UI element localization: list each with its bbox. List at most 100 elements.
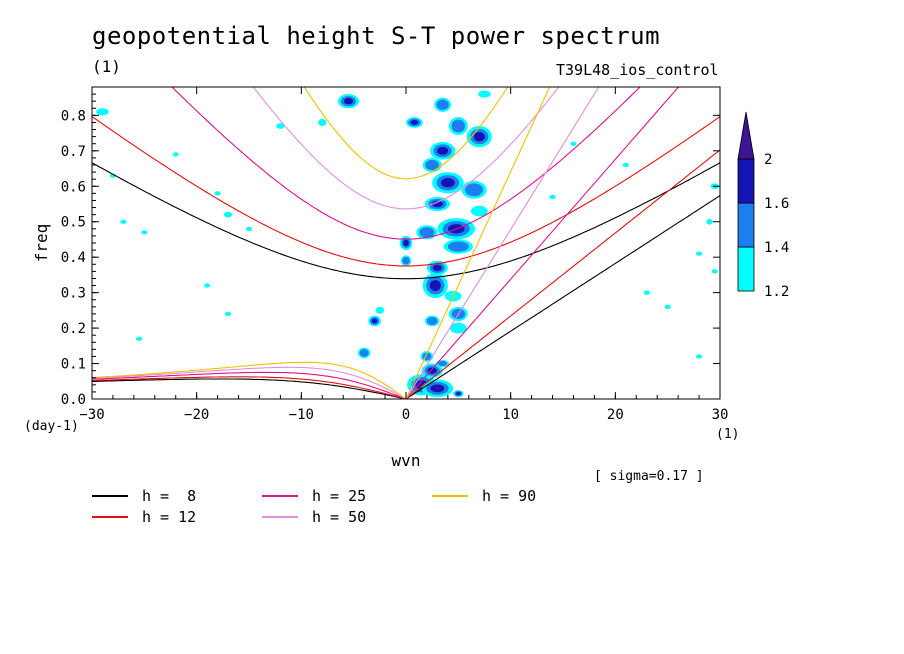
contour-fill-level-2 [371, 318, 378, 324]
dispersion-curve-rossby-h50 [92, 366, 407, 399]
contour-fill-level-0 [478, 90, 491, 98]
power-blob [224, 311, 232, 317]
legend-swatch [432, 495, 468, 497]
contour-fill-level-0 [711, 269, 718, 274]
contour-fill-level-1 [402, 256, 410, 265]
x-unit-label: (1) [716, 427, 739, 442]
contour-fill-level-1 [419, 227, 435, 238]
power-blob [434, 97, 452, 112]
contour-fill-level-0 [141, 230, 148, 235]
x-tick-label: 10 [502, 407, 519, 423]
power-blob [570, 141, 577, 146]
power-blob [400, 255, 412, 267]
power-blob [443, 239, 473, 254]
y-tick-label: 0.0 [61, 392, 86, 408]
dispersion-curve-ig-h25 [171, 87, 641, 240]
dispersion-curve-kelvin-h8 [405, 195, 720, 399]
y-tick-label: 0.7 [61, 144, 86, 160]
power-blob [357, 347, 371, 359]
x-axis-label: wvn [392, 451, 421, 470]
power-blob [695, 354, 703, 359]
power-blob [203, 283, 211, 288]
contour-fill-level-0 [470, 205, 488, 217]
colorbar-segment [737, 246, 755, 292]
dispersion-curve-kelvin-h25 [405, 87, 680, 399]
x-tick-label: 30 [712, 407, 729, 423]
colorbar-arrow [737, 111, 755, 160]
power-blob [711, 269, 718, 274]
contour-fill-level-0 [449, 322, 467, 334]
dispersion-curve-kelvin-h50 [405, 87, 600, 399]
dispersion-curve-ig-h50 [252, 87, 560, 210]
y-tick-label: 0.6 [61, 179, 86, 195]
contour-fill-level-0 [375, 306, 385, 314]
dispersion-curve-ig-h12 [92, 116, 720, 267]
legend-item-h8: h = 8 [92, 487, 196, 505]
colorbar-label: 1.4 [764, 240, 789, 256]
x-tick-label: 20 [607, 407, 624, 423]
colorbar-label: 2 [764, 152, 772, 168]
dispersion-curve-kelvin-h12 [405, 149, 720, 399]
contour-fill-level-2 [343, 98, 354, 105]
contour-fill-level-2 [456, 392, 461, 396]
power-blob [424, 315, 440, 327]
y-tick-label: 0.1 [61, 357, 86, 373]
power-blob [643, 290, 650, 295]
dispersion-curve-rossby-h25 [92, 371, 407, 399]
power-blob [549, 194, 556, 200]
contour-fill-level-2 [473, 131, 485, 142]
legend-label: h = 50 [312, 508, 367, 526]
legend-swatch [92, 495, 128, 497]
power-blob [470, 205, 488, 217]
power-blob [432, 172, 464, 194]
contour-fill-level-0 [203, 283, 211, 288]
x-tick-label: 0 [402, 407, 410, 423]
contour-fill-level-2 [431, 200, 443, 208]
contour-fill-level-2 [437, 146, 449, 155]
contour-fill-level-0 [172, 152, 179, 157]
dispersion-curve-rossby-h90 [92, 361, 407, 399]
dispersion-curve-ig-h8 [92, 162, 720, 280]
contour-fill-level-2 [429, 280, 441, 292]
legend-item-h12: h = 12 [92, 508, 196, 526]
contour-fill-level-0 [549, 194, 556, 200]
contour-fill-level-0 [120, 219, 127, 224]
power-blob [466, 126, 492, 148]
contour-fill-level-1 [426, 317, 438, 325]
power-blob [141, 230, 148, 235]
power-blob [337, 94, 359, 109]
power-blob [78, 241, 84, 245]
contour-fill-level-0 [622, 162, 629, 168]
contour-fill-level-0 [223, 211, 233, 218]
power-blob [436, 360, 449, 368]
power-blob [478, 90, 491, 98]
contour-fill-level-0 [276, 123, 285, 129]
legend-item-h25: h = 25 [262, 487, 366, 505]
power-blob [245, 226, 253, 231]
contour-fill-level-0 [706, 218, 713, 225]
power-blob [276, 123, 285, 129]
colorbar-label: 1.6 [764, 196, 789, 212]
power-blob [406, 117, 423, 128]
contour-fill-level-1 [438, 360, 448, 367]
y-axis-label: freq [32, 224, 51, 263]
contour-fill-level-0 [664, 304, 671, 309]
legend-label: h = 8 [142, 487, 197, 505]
power-blob [375, 306, 385, 314]
chart-subtitle: (1) [92, 57, 121, 76]
power-blob [422, 157, 442, 173]
dispersion-curve-rossby-h8 [92, 378, 407, 399]
contour-fill-level-2 [432, 264, 443, 271]
power-blob [368, 315, 381, 327]
contour-fill-level-0 [695, 354, 703, 359]
power-blob [448, 117, 468, 135]
power-blob [622, 162, 629, 168]
power-blob [453, 390, 464, 398]
legend-label: h = 90 [482, 487, 537, 505]
contour-fill-level-2 [410, 120, 419, 125]
dispersion-curve-ig-h90 [303, 87, 509, 180]
y-unit-label: (day-1) [24, 419, 79, 434]
y-tick-label: 0.4 [61, 250, 86, 266]
colorbar-label: 1.2 [764, 284, 789, 300]
colorbar-segment [737, 158, 755, 204]
